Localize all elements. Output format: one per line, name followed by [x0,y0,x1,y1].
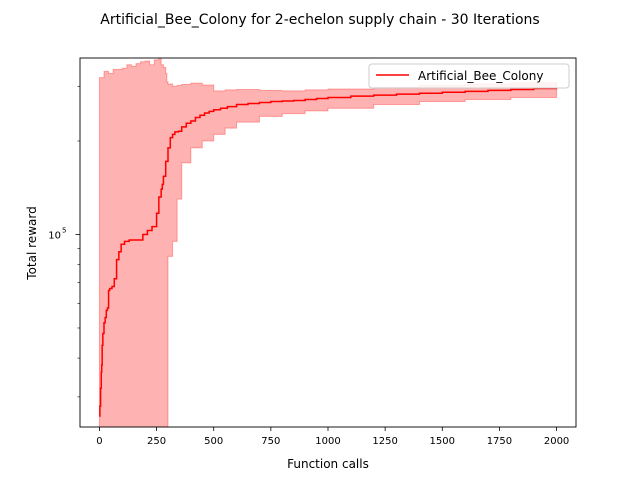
y-axis-label: Total reward [25,206,39,280]
y-tick-label: 10 [48,230,61,241]
x-tick-label: 2000 [544,436,569,447]
x-tick-label: 1250 [372,436,397,447]
chart-title: Artificial_Bee_Colony for 2-echelon supp… [100,12,539,28]
legend-box [368,63,570,89]
plot-area [98,57,558,428]
legend-label-artificial-bee-colony: Artificial_Bee_Colony [418,69,543,83]
y-tick-label-exponent: 5 [62,226,66,234]
y-axis: 10 5 [48,85,80,398]
x-tick-label: 250 [147,436,166,447]
x-tick-label: 750 [261,436,280,447]
series-line-artificial-bee-colony [99,87,558,417]
x-tick-label: 500 [204,436,223,447]
x-axis-label: Function calls [287,457,369,471]
x-axis: 0 250 500 750 1000 1250 1500 1750 2000 [96,427,569,447]
x-tick-label: 1000 [315,436,340,447]
x-tick-label: 0 [96,436,102,447]
legend: Artificial_Bee_Colony [368,63,570,89]
confidence-band [98,57,558,428]
x-tick-label: 1500 [430,436,455,447]
x-tick-label: 1750 [487,436,512,447]
